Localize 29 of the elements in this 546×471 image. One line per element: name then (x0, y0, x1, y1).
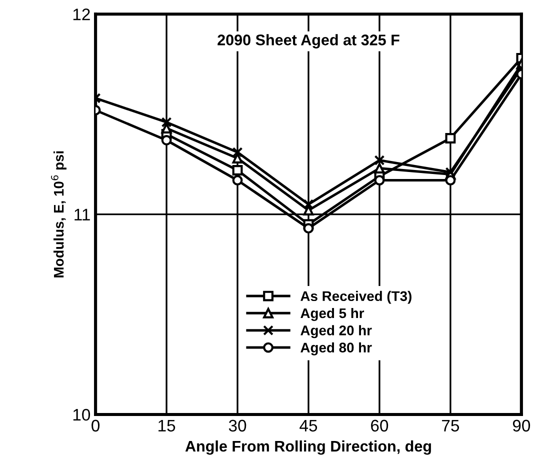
y-tick-label: 11 (74, 208, 90, 220)
x-tick-label: 15 (158, 420, 176, 432)
text: 2090 Sheet Aged at 325 F (218, 34, 400, 48)
legend-label: Aged 80 hr (300, 342, 372, 356)
point (232, 153, 243, 164)
legend-label: Aged 20 hr (300, 325, 372, 338)
x-tick-label: 30 (228, 420, 246, 432)
legend-label: Aged 5 hr (300, 308, 364, 321)
x-tick-label: 90 (512, 420, 530, 432)
y-axis-title: Modulus, E, 10$^{6}$ psi (51, 151, 66, 278)
x-tick-label: 45 (300, 420, 318, 432)
point (161, 135, 172, 146)
point (303, 199, 314, 210)
x-tick-label: 60 (371, 420, 388, 432)
legend-label: As Received (T3) (300, 290, 412, 304)
y-tick-label: 12 (73, 8, 90, 20)
point (232, 165, 243, 176)
x-axis-title: Angle From Rolling Direction, deg (185, 440, 431, 455)
y-tick-label: 10 (73, 408, 90, 421)
point (445, 133, 456, 144)
point (445, 175, 456, 186)
point (232, 175, 243, 186)
point (374, 155, 385, 166)
point (232, 147, 243, 158)
point (161, 117, 172, 128)
point (374, 175, 385, 186)
x-tick-label: 0 (92, 420, 100, 432)
point (303, 223, 314, 234)
x-tick-label: 75 (442, 420, 460, 432)
